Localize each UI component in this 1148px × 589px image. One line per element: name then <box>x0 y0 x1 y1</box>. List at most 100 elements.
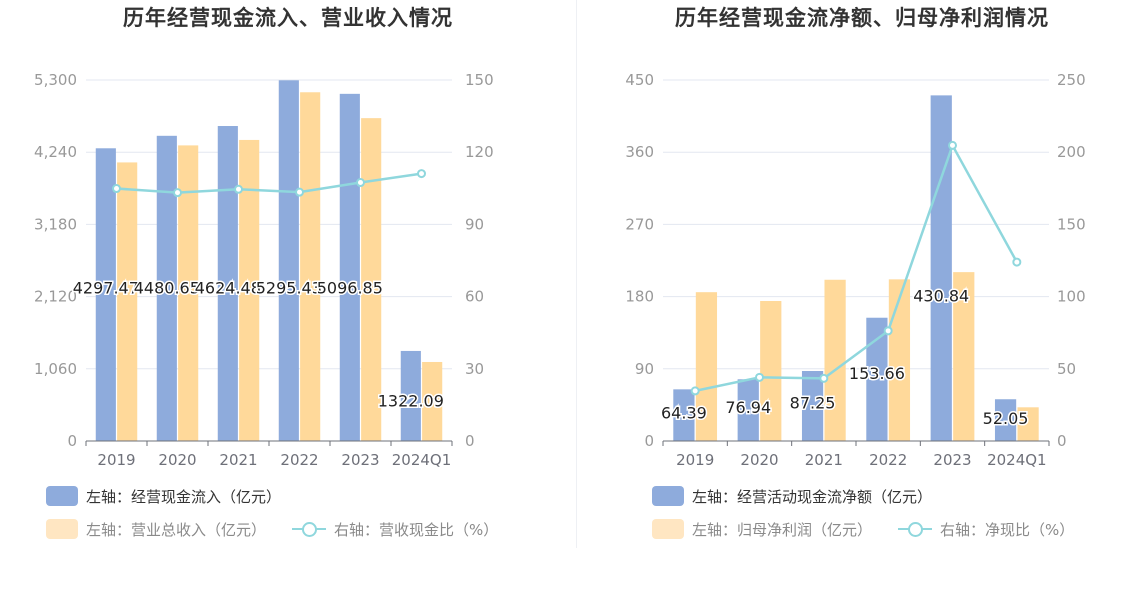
left-axis-tick-label: 270 <box>625 215 654 233</box>
bar-secondary <box>760 301 782 441</box>
left-axis-tick-label: 0 <box>644 432 654 450</box>
x-axis-tick-label: 2024Q1 <box>987 451 1047 469</box>
right-axis-tick-label: 90 <box>465 215 484 233</box>
bar-primary <box>994 399 1017 441</box>
bar-data-label: 153.66 <box>849 364 905 383</box>
x-axis-tick-label: 2019 <box>97 451 135 469</box>
bar-data-label: 1322.09 <box>378 391 444 410</box>
x-axis-tick-label: 2022 <box>869 451 907 469</box>
x-axis-tick-label: 2021 <box>805 451 843 469</box>
x-axis-tick-label: 2023 <box>933 451 971 469</box>
legend-item-cash-ratio[interactable]: 右轴：净现比（%） <box>898 519 1074 540</box>
legend-swatch-secondary <box>652 519 684 539</box>
bar-primary <box>737 379 759 441</box>
bar-data-label: 5096.85 <box>317 279 383 298</box>
bar-data-label: 4624.48 <box>195 279 261 298</box>
bar-primary <box>156 135 177 441</box>
legend-label: 左轴：营业总收入（亿元） <box>86 520 267 539</box>
bar-secondary <box>1017 407 1039 441</box>
legend-item-ratio[interactable]: 右轴：营收现金比（%） <box>292 519 498 540</box>
x-axis-tick-label: 2020 <box>740 451 778 469</box>
bar-primary <box>339 93 360 442</box>
legend-line-icon <box>292 519 327 539</box>
bar-secondary <box>239 139 260 441</box>
right-axis-tick-label: 150 <box>465 71 494 89</box>
bar-primary <box>400 350 421 441</box>
bar-primary <box>866 317 888 441</box>
chart-canvas: 0 0 90 50 180 100 270 150 360 200 450 250 2019 2020 20… <box>625 71 1086 469</box>
chart-panel-cashflow-inflow: 历年经营现金流入、营业收入情况 0 0 1,060 30 2,120 60 3,180 90 4… <box>34 6 498 540</box>
bar-data-label: 430.84 <box>913 287 969 306</box>
legend-label: 左轴：经营活动现金流净额（亿元） <box>692 487 933 506</box>
x-axis-tick-label: 2019 <box>676 451 714 469</box>
left-axis-tick-label: 450 <box>625 71 654 89</box>
legend-swatch-primary <box>46 486 78 506</box>
bar-data-label: 87.25 <box>790 394 836 413</box>
bar-secondary <box>422 361 443 441</box>
ratio-point <box>819 373 829 383</box>
legend-label: 左轴：归母净利润（亿元） <box>692 520 873 539</box>
bar-secondary <box>361 118 382 441</box>
left-axis-tick-label: 5,300 <box>34 71 77 89</box>
bar-data-label: 52.05 <box>983 409 1029 428</box>
left-axis-tick-label: 0 <box>67 432 77 450</box>
bar-primary <box>95 148 116 442</box>
legend-swatch-primary <box>652 486 684 506</box>
ratio-point <box>1012 257 1022 267</box>
legend-swatch-secondary <box>46 519 78 539</box>
right-axis-tick-label: 150 <box>1057 215 1086 233</box>
right-axis-tick-label: 100 <box>1057 288 1086 306</box>
bar-primary <box>673 389 695 441</box>
panel-divider <box>576 0 577 548</box>
right-axis-tick-label: 60 <box>465 288 484 306</box>
ratio-point <box>112 184 121 194</box>
chart-title: 历年经营现金流入、营业收入情况 <box>123 6 453 30</box>
legend-item-inflow[interactable]: 左轴：经营现金流入（亿元） <box>46 486 281 507</box>
legend-label: 右轴：营收现金比（%） <box>334 520 499 539</box>
bar-secondary <box>117 162 138 441</box>
bar-secondary <box>953 272 975 441</box>
left-axis-tick-label: 1,060 <box>34 360 77 378</box>
bar-secondary <box>300 92 321 441</box>
legend-item-revenue[interactable]: 左轴：营业总收入（亿元） <box>46 519 266 540</box>
ratio-line <box>116 172 422 194</box>
bar-primary <box>217 126 238 441</box>
left-axis-tick-label: 90 <box>635 360 654 378</box>
bar-data-label: 64.39 <box>661 404 707 423</box>
right-axis-tick-label: 50 <box>1057 360 1076 378</box>
left-axis-tick-label: 3,180 <box>34 215 77 233</box>
x-axis-tick-label: 2021 <box>219 451 257 469</box>
right-axis-tick-label: 0 <box>1057 432 1067 450</box>
ratio-point <box>948 140 957 150</box>
bar-primary <box>801 371 824 441</box>
ratio-point <box>356 178 365 188</box>
right-axis-tick-label: 120 <box>465 143 494 161</box>
ratio-point <box>295 187 304 197</box>
bar-secondary <box>888 279 911 441</box>
ratio-point <box>417 169 426 179</box>
legend-line-icon <box>898 519 933 539</box>
x-axis-tick-label: 2024Q1 <box>392 451 452 469</box>
ratio-point <box>234 184 243 194</box>
ratio-point <box>755 372 764 382</box>
bar-data-label: 5295.43 <box>256 279 322 298</box>
legend-label: 右轴：净现比（%） <box>940 520 1075 539</box>
left-axis-tick-label: 2,120 <box>34 288 77 306</box>
ratio-point <box>883 326 893 336</box>
ratio-point <box>690 386 700 396</box>
bar-secondary <box>178 145 199 441</box>
bar-secondary <box>695 292 718 441</box>
right-axis-tick-label: 0 <box>465 432 475 450</box>
legend-item-net-cashflow[interactable]: 左轴：经营活动现金流净额（亿元） <box>652 486 932 507</box>
x-axis-tick-label: 2023 <box>341 451 379 469</box>
legend-item-net-profit[interactable]: 左轴：归母净利润（亿元） <box>652 519 872 540</box>
right-axis-tick-label: 250 <box>1057 71 1086 89</box>
bar-secondary <box>824 279 846 441</box>
ratio-point <box>173 188 182 198</box>
legend-label: 左轴：经营现金流入（亿元） <box>86 487 282 506</box>
bar-data-label: 76.94 <box>725 398 771 417</box>
bar-primary <box>930 95 952 441</box>
x-axis-tick-label: 2022 <box>280 451 318 469</box>
chart-panel-net-cashflow: 历年经营现金流净额、归母净利润情况 0 0 90 50 180 100 270 150 360 2… <box>576 0 1148 589</box>
bar-data-label: 4480.65 <box>134 279 200 298</box>
